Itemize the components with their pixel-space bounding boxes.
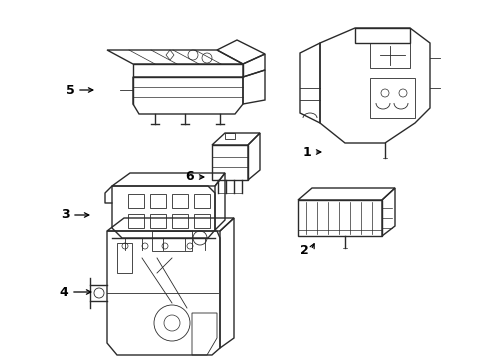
Text: 4: 4 (60, 285, 69, 298)
Bar (172, 194, 188, 208)
Text: 5: 5 (66, 84, 74, 96)
Bar (150, 194, 166, 208)
Text: 1: 1 (303, 145, 311, 158)
Bar (194, 194, 210, 208)
Bar (194, 214, 210, 228)
Text: 2: 2 (299, 243, 308, 256)
Text: 3: 3 (61, 208, 69, 221)
Bar (128, 214, 144, 228)
Bar (128, 194, 144, 208)
Bar (150, 214, 166, 228)
Bar (172, 214, 188, 228)
Text: 6: 6 (186, 171, 195, 184)
